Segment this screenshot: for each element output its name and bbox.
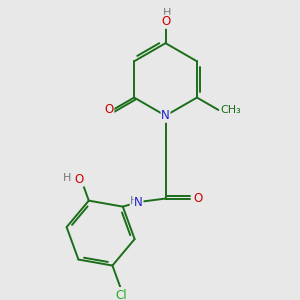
Text: N: N [134,196,143,208]
Text: H: H [62,173,71,183]
Text: H: H [163,8,172,18]
Text: H: H [130,196,139,206]
Text: O: O [104,103,114,116]
Text: Cl: Cl [115,289,127,300]
Text: N: N [161,109,170,122]
Text: O: O [161,15,170,28]
Text: CH₃: CH₃ [220,105,241,115]
Text: O: O [194,192,202,205]
Text: O: O [75,173,84,186]
